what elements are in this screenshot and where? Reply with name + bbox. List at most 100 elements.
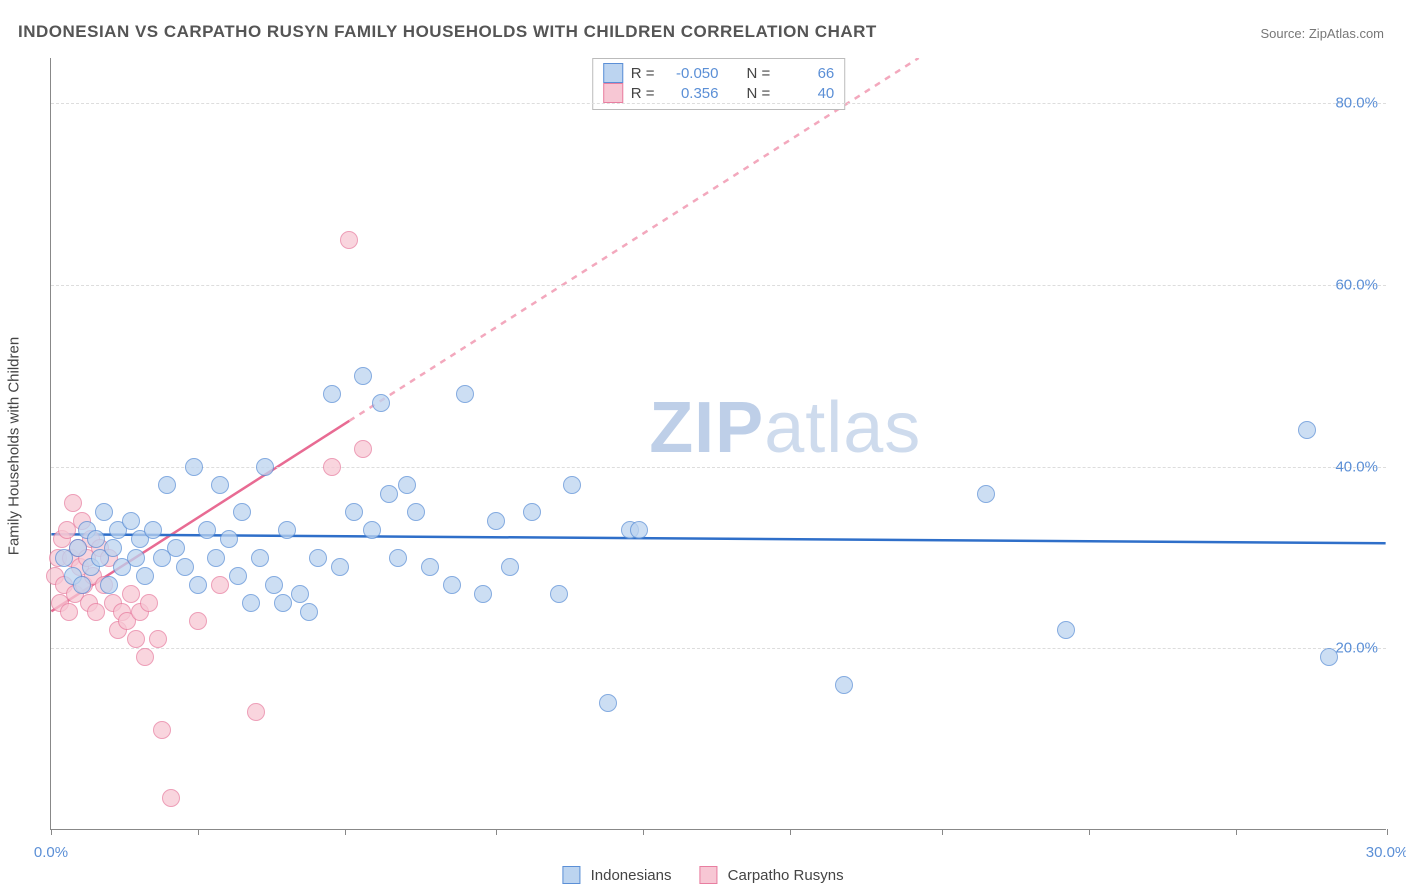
- r-label: R =: [631, 85, 655, 102]
- x-tick: [1089, 829, 1090, 835]
- data-point-series1: [176, 558, 194, 576]
- data-point-series2: [64, 494, 82, 512]
- n-value-series2: 40: [778, 85, 834, 102]
- data-point-series1: [345, 503, 363, 521]
- data-point-series1: [251, 549, 269, 567]
- data-point-series1: [122, 512, 140, 530]
- data-point-series1: [630, 521, 648, 539]
- data-point-series1: [229, 567, 247, 585]
- data-point-series1: [421, 558, 439, 576]
- data-point-series1: [1057, 621, 1075, 639]
- data-point-series1: [372, 394, 390, 412]
- data-point-series1: [563, 476, 581, 494]
- data-point-series1: [977, 485, 995, 503]
- watermark-rest: atlas: [764, 388, 921, 468]
- data-point-series1: [309, 549, 327, 567]
- swatch-pink-icon: [603, 83, 623, 103]
- x-tick: [643, 829, 644, 835]
- data-point-series1: [189, 576, 207, 594]
- data-point-series1: [274, 594, 292, 612]
- swatch-pink-icon: [700, 866, 718, 884]
- data-point-series1: [73, 576, 91, 594]
- watermark-bold: ZIP: [649, 388, 764, 468]
- y-tick-label: 80.0%: [1335, 95, 1378, 112]
- x-tick-label: 30.0%: [1366, 844, 1406, 861]
- x-tick-label: 0.0%: [34, 844, 68, 861]
- y-tick-label: 20.0%: [1335, 640, 1378, 657]
- x-tick: [942, 829, 943, 835]
- chart-title: INDONESIAN VS CARPATHO RUSYN FAMILY HOUS…: [18, 22, 877, 42]
- data-point-series1: [550, 585, 568, 603]
- data-point-series1: [278, 521, 296, 539]
- data-point-series2: [87, 603, 105, 621]
- n-label: N =: [747, 65, 771, 82]
- watermark: ZIPatlas: [649, 387, 921, 469]
- data-point-series1: [354, 367, 372, 385]
- data-point-series2: [162, 789, 180, 807]
- data-point-series1: [1298, 421, 1316, 439]
- data-point-series1: [100, 576, 118, 594]
- data-point-series1: [1320, 648, 1338, 666]
- swatch-blue-icon: [603, 63, 623, 83]
- y-tick-label: 40.0%: [1335, 458, 1378, 475]
- data-point-series1: [265, 576, 283, 594]
- x-tick: [790, 829, 791, 835]
- data-point-series1: [599, 694, 617, 712]
- data-point-series1: [380, 485, 398, 503]
- data-point-series1: [127, 549, 145, 567]
- x-tick: [496, 829, 497, 835]
- data-point-series1: [474, 585, 492, 603]
- data-point-series1: [136, 567, 154, 585]
- swatch-blue-icon: [562, 866, 580, 884]
- data-point-series1: [331, 558, 349, 576]
- data-point-series1: [185, 458, 203, 476]
- stats-row-series2: R = 0.356 N = 40: [603, 83, 835, 103]
- x-tick: [1236, 829, 1237, 835]
- data-point-series1: [443, 576, 461, 594]
- data-point-series1: [487, 512, 505, 530]
- legend-label-series2: Carpatho Rusyns: [728, 867, 844, 884]
- data-point-series2: [153, 721, 171, 739]
- data-point-series1: [407, 503, 425, 521]
- stats-legend-box: R = -0.050 N = 66 R = 0.356 N = 40: [592, 58, 846, 110]
- data-point-series2: [127, 630, 145, 648]
- data-point-series1: [300, 603, 318, 621]
- data-point-series1: [220, 530, 238, 548]
- stats-row-series1: R = -0.050 N = 66: [603, 63, 835, 83]
- data-point-series1: [291, 585, 309, 603]
- data-point-series2: [122, 585, 140, 603]
- gridline: [51, 103, 1386, 104]
- bottom-legend: Indonesians Carpatho Rusyns: [562, 866, 843, 884]
- data-point-series2: [247, 703, 265, 721]
- x-tick: [51, 829, 52, 835]
- x-tick: [198, 829, 199, 835]
- data-point-series1: [363, 521, 381, 539]
- data-point-series2: [340, 231, 358, 249]
- gridline: [51, 648, 1386, 649]
- data-point-series2: [136, 648, 154, 666]
- data-point-series1: [389, 549, 407, 567]
- data-point-series2: [323, 458, 341, 476]
- data-point-series2: [189, 612, 207, 630]
- data-point-series1: [523, 503, 541, 521]
- data-point-series1: [158, 476, 176, 494]
- r-label: R =: [631, 65, 655, 82]
- x-tick: [345, 829, 346, 835]
- gridline: [51, 467, 1386, 468]
- data-point-series2: [211, 576, 229, 594]
- data-point-series1: [87, 530, 105, 548]
- gridline: [51, 285, 1386, 286]
- data-point-series1: [256, 458, 274, 476]
- correlation-chart: INDONESIAN VS CARPATHO RUSYN FAMILY HOUS…: [0, 0, 1406, 892]
- r-value-series2: 0.356: [663, 85, 719, 102]
- data-point-series1: [167, 539, 185, 557]
- data-point-series1: [207, 549, 225, 567]
- x-tick: [1387, 829, 1388, 835]
- legend-item-series1: Indonesians: [562, 866, 671, 884]
- data-point-series1: [456, 385, 474, 403]
- n-label: N =: [747, 85, 771, 102]
- data-point-series2: [140, 594, 158, 612]
- plot-area: ZIPatlas R = -0.050 N = 66 R = 0.356 N =…: [50, 58, 1386, 830]
- n-value-series1: 66: [778, 65, 834, 82]
- legend-label-series1: Indonesians: [591, 867, 672, 884]
